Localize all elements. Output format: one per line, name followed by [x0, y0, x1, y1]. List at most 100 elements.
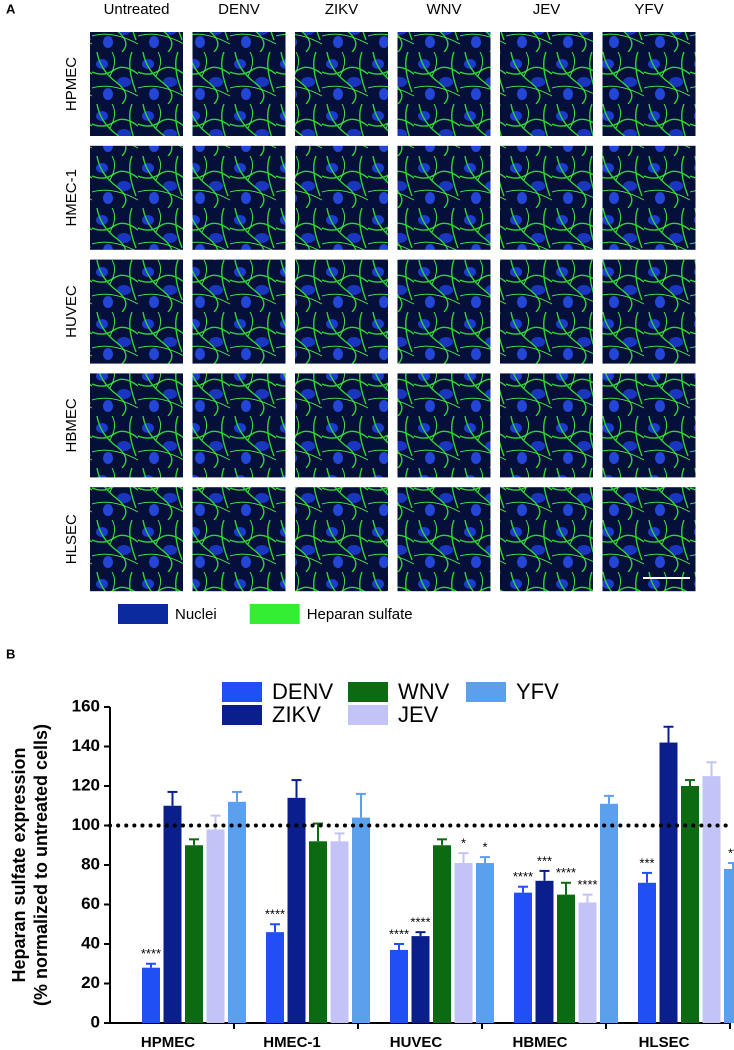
y-tick-label: 60 [81, 894, 100, 913]
column-label: Untreated [104, 1, 170, 18]
bar [659, 742, 678, 1023]
legend-swatch [222, 705, 262, 725]
micrograph [192, 145, 286, 250]
legend-swatch [466, 682, 506, 702]
micrograph [397, 487, 491, 592]
significance: * [482, 840, 487, 855]
micrograph [397, 373, 491, 478]
row-label: HPMEC [63, 57, 80, 111]
micrograph [90, 373, 183, 478]
micrograph [602, 32, 696, 136]
bar [206, 829, 225, 1023]
column-label: YFV [634, 1, 663, 18]
row-label: HBMEC [63, 398, 80, 452]
bar [535, 880, 554, 1023]
row-label: HUVEC [63, 285, 80, 338]
bar [514, 892, 532, 1023]
micrograph [90, 487, 183, 592]
micrograph [295, 32, 388, 136]
micrograph [192, 487, 286, 592]
legend-label: WNV [398, 679, 450, 704]
bar [163, 805, 182, 1023]
bar [352, 817, 370, 1023]
legend-swatch [222, 682, 262, 702]
bar [476, 863, 494, 1023]
bar [309, 841, 327, 1023]
bar [266, 932, 284, 1023]
y-axis-label: (% normalized to untreated cells) [31, 724, 51, 1006]
micrograph [397, 145, 491, 250]
micrograph [90, 259, 183, 364]
legend-swatch [348, 705, 388, 725]
micrograph [192, 32, 286, 136]
significance: **** [410, 915, 430, 930]
legend-label: Heparan sulfate [307, 606, 413, 623]
bar [330, 841, 349, 1023]
x-tick-label: HMEC-1 [263, 1034, 321, 1050]
y-tick-label: 80 [81, 854, 100, 873]
micrograph [500, 32, 593, 136]
bar [433, 845, 451, 1023]
y-axis-label: Heparan sulfate expression [9, 747, 29, 982]
micrograph [295, 145, 388, 250]
micrograph [602, 373, 696, 478]
row-label: HLSEC [63, 514, 80, 564]
bar [454, 863, 473, 1023]
legend-label: YFV [516, 679, 559, 704]
column-label: ZIKV [325, 1, 358, 18]
legend-swatch [118, 604, 168, 624]
micrograph [500, 145, 593, 250]
bar [578, 902, 597, 1023]
column-label: WNV [427, 1, 462, 18]
micrograph [192, 373, 286, 478]
bar [411, 936, 430, 1023]
significance: *** [537, 853, 552, 868]
y-tick-label: 140 [72, 736, 100, 755]
bar [638, 882, 656, 1023]
y-tick-label: 120 [72, 775, 100, 794]
significance: **** [556, 865, 576, 880]
significance: **** [389, 926, 409, 941]
bar [287, 797, 306, 1023]
micrograph [90, 145, 183, 250]
bar [702, 776, 721, 1023]
x-tick-label: HPMEC [141, 1034, 195, 1050]
micrograph [295, 259, 388, 364]
y-tick-label: 160 [72, 696, 100, 715]
legend-swatch [249, 604, 300, 624]
micrograph [397, 259, 491, 364]
x-tick-label: HLSEC [639, 1034, 690, 1050]
significance: **** [577, 877, 597, 892]
column-label: DENV [218, 1, 260, 18]
micrograph [295, 487, 388, 592]
legend-swatch [348, 682, 388, 702]
bar [185, 845, 203, 1023]
legend-label: Nuclei [175, 606, 217, 623]
legend-label: JEV [398, 702, 439, 727]
bar [681, 786, 699, 1023]
y-tick-label: 40 [81, 933, 100, 952]
significance: **** [265, 907, 285, 922]
bar [390, 949, 408, 1023]
micrograph [500, 487, 593, 592]
panel-label: A [6, 1, 16, 16]
bar [724, 868, 734, 1023]
significance: **** [513, 869, 533, 884]
panel-label: B [6, 646, 15, 661]
legend-label: DENV [272, 679, 333, 704]
bar [557, 894, 575, 1023]
bar [228, 801, 246, 1023]
bar [142, 967, 160, 1023]
significance: **** [141, 946, 161, 961]
y-tick-label: 100 [72, 815, 100, 834]
micrograph [602, 259, 696, 364]
significance: *** [639, 855, 654, 870]
micrograph [295, 373, 388, 478]
micrograph [602, 487, 696, 592]
significance: ** [728, 845, 734, 860]
y-tick-label: 20 [81, 973, 100, 992]
micrograph [500, 259, 593, 364]
significance: * [461, 836, 466, 851]
bar [600, 803, 618, 1023]
